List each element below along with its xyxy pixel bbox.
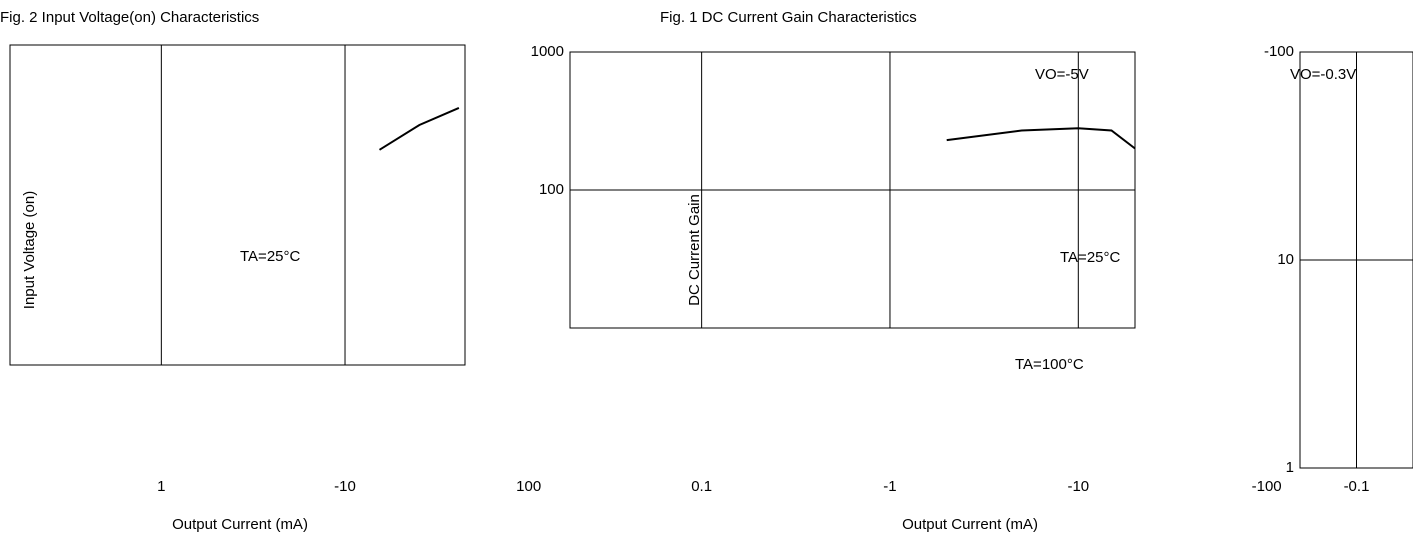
annotation: TA=25°C — [1060, 249, 1120, 266]
y-tick-label: -100 — [1264, 43, 1294, 60]
y-axis-label: DC Current Gain — [686, 194, 703, 306]
x-tick-label: -0.1 — [1344, 478, 1370, 495]
annotation: TA=100°C — [1015, 356, 1084, 373]
x-tick-label: -10 — [1067, 478, 1089, 495]
y-axis-label: Input Voltage (on) — [21, 191, 38, 309]
x-axis-label: Output Current (mA) — [172, 516, 308, 533]
y-tick-label: 100 — [539, 181, 564, 198]
x-tick-label: -100 — [1252, 478, 1282, 495]
chart-title: Fig. 1 DC Current Gain Characteristics — [660, 9, 917, 26]
x-axis-label: Output Current (mA) — [902, 516, 1038, 533]
x-tick-label: 100 — [516, 478, 541, 495]
data-line — [946, 127, 1136, 150]
y-tick-label: 1 — [1286, 459, 1294, 476]
annotation: TA=25°C — [240, 248, 300, 265]
chart-title: Fig. 2 Input Voltage(on) Characteristics — [0, 9, 259, 26]
annotation: VO=-0.3V — [1290, 66, 1356, 83]
y-tick-label: 10 — [1277, 251, 1294, 268]
data-line — [378, 106, 460, 151]
x-tick-label: -10 — [334, 478, 356, 495]
x-tick-label: -1 — [883, 478, 896, 495]
y-tick-label: 1000 — [531, 43, 564, 60]
plot-frame — [9, 44, 466, 366]
legend-entry: VO=-5V — [1035, 66, 1089, 83]
x-tick-label: 1 — [157, 478, 165, 495]
x-tick-label: 0.1 — [691, 478, 712, 495]
